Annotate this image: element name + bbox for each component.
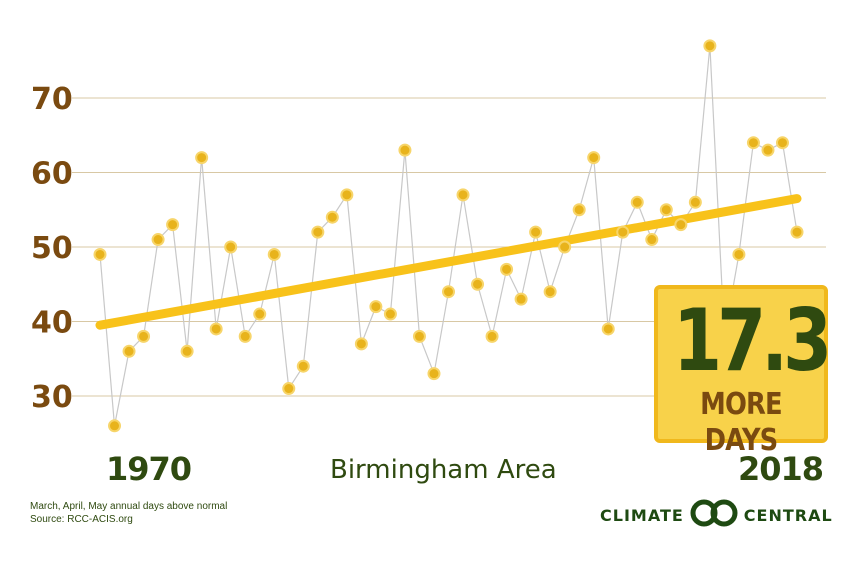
data-point <box>137 329 151 343</box>
data-point <box>761 143 775 157</box>
footnote-source: Source: RCC-ACIS.org <box>30 514 133 525</box>
data-point <box>166 218 180 232</box>
data-point <box>224 240 238 254</box>
y-tick-label: 40 <box>31 306 73 341</box>
y-tick-label: 30 <box>31 380 73 415</box>
data-point <box>427 367 441 381</box>
data-point <box>325 210 339 224</box>
data-point <box>108 419 122 433</box>
x-tick-end-year: 2018 <box>738 450 824 488</box>
y-axis-ticks: 30 40 50 60 70 <box>31 82 73 415</box>
x-tick-start-year: 1970 <box>106 450 192 488</box>
data-point <box>151 233 165 247</box>
data-point <box>601 322 615 336</box>
data-point <box>267 247 281 261</box>
footnote: March, April, May annual days above norm… <box>30 500 227 526</box>
data-point <box>471 277 485 291</box>
data-point <box>93 247 107 261</box>
data-point <box>775 136 789 150</box>
data-point <box>253 307 267 321</box>
data-point <box>340 188 354 202</box>
footnote-description: March, April, May annual days above norm… <box>30 501 228 512</box>
data-point <box>732 247 746 261</box>
data-point <box>529 225 543 239</box>
data-point <box>238 329 252 343</box>
data-point <box>514 292 528 306</box>
brand-right-text: CENTRAL <box>743 505 833 525</box>
data-point <box>354 337 368 351</box>
data-point <box>645 233 659 247</box>
data-point <box>282 382 296 396</box>
data-point <box>659 203 673 217</box>
data-point <box>703 39 717 53</box>
data-point <box>311 225 325 239</box>
callout-text: MORE DAYS <box>700 387 783 458</box>
data-point <box>369 300 383 314</box>
data-point <box>412 329 426 343</box>
callout-value: 17.3 <box>672 291 832 391</box>
data-point <box>398 143 412 157</box>
callout-box: 17.3 MORE DAYS <box>654 285 832 458</box>
data-point <box>442 285 455 299</box>
data-point <box>485 329 499 343</box>
brand-left-text: CLIMATE <box>600 505 684 525</box>
brand-logo: CLIMATE CENTRAL <box>600 499 833 531</box>
data-point <box>746 136 760 150</box>
y-tick-label: 60 <box>31 157 73 192</box>
data-point <box>122 344 136 358</box>
data-point <box>195 151 209 165</box>
data-point <box>543 285 557 299</box>
y-tick-label: 50 <box>31 231 73 266</box>
data-point <box>209 322 223 336</box>
y-tick-label: 70 <box>31 82 73 117</box>
data-point <box>500 262 514 276</box>
data-point <box>587 151 601 165</box>
data-point <box>572 203 586 217</box>
data-point <box>674 218 688 232</box>
data-point <box>616 225 630 239</box>
chart-title: Birmingham Area <box>330 455 557 485</box>
data-point <box>688 195 702 209</box>
data-points <box>93 39 804 433</box>
data-point <box>558 240 572 254</box>
linked-rings-icon <box>688 499 740 531</box>
data-point <box>383 307 397 321</box>
data-point <box>630 195 644 209</box>
data-point <box>790 225 804 239</box>
data-point <box>180 344 194 358</box>
data-point <box>296 359 310 373</box>
data-point <box>456 188 470 202</box>
